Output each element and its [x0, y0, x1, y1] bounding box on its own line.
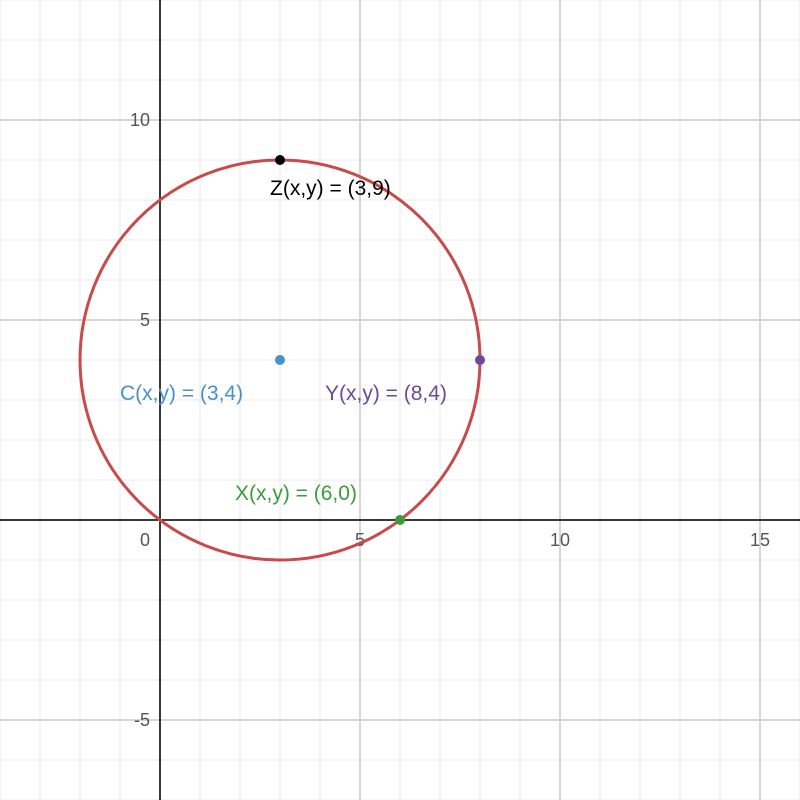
chart-svg: 0 5 10 15 -5 5 10 Z(x,y) = (3,9) C(x,y) = (3,4) Y…	[0, 0, 800, 800]
point-label-y: Y(x,y) = (8,4)	[325, 382, 447, 405]
coordinate-plane-chart: 0 5 10 15 -5 5 10 Z(x,y) = (3,9) C(x,y) = (3,4) Y…	[0, 0, 800, 800]
x-axis-tick-label: 0	[140, 530, 150, 550]
y-axis-tick-label: -5	[134, 710, 150, 730]
point-label-c: C(x,y) = (3,4)	[120, 382, 243, 405]
point-c	[275, 355, 285, 365]
x-axis-tick-label: 10	[550, 530, 570, 550]
x-axis-tick-label: 5	[355, 530, 365, 550]
point-x	[395, 515, 405, 525]
point-z	[275, 155, 285, 165]
point-y	[475, 355, 485, 365]
point-label-x: X(x,y) = (6,0)	[235, 482, 357, 505]
point-label-z: Z(x,y) = (3,9)	[270, 177, 391, 200]
y-axis-tick-label: 10	[130, 110, 150, 130]
x-axis-tick-label: 15	[750, 530, 770, 550]
y-axis-tick-label: 5	[140, 310, 150, 330]
